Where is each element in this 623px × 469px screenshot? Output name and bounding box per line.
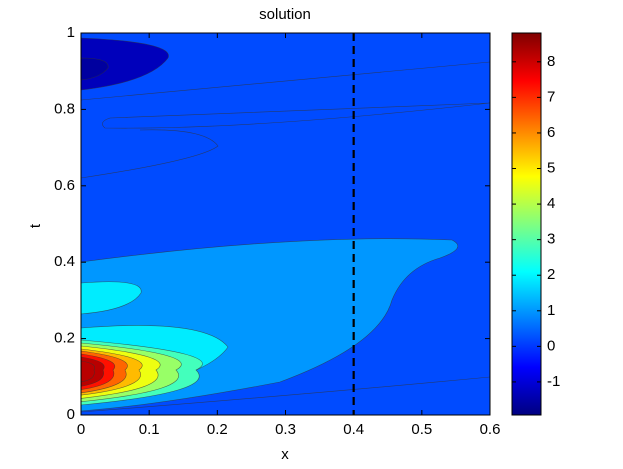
colorbar-tick-label: 7 — [547, 88, 555, 105]
y-tick-label: 0 — [67, 406, 75, 423]
contour-line — [81, 376, 490, 413]
x-tick-label: 0.4 — [343, 421, 364, 438]
contour-line — [102, 102, 490, 129]
y-tick-label: 0.2 — [54, 330, 75, 347]
y-tick-label: 0.8 — [54, 100, 75, 117]
y-tick-label: 0.6 — [54, 177, 75, 194]
x-tick-label: 0.5 — [411, 421, 432, 438]
colorbar-tick-label: 1 — [547, 302, 555, 319]
chart-title: solution — [259, 6, 311, 23]
contour-region — [81, 360, 95, 383]
contour-region — [81, 57, 109, 81]
contour-line — [81, 129, 219, 179]
y-tick-label: 0.4 — [54, 253, 75, 270]
contour-region — [81, 281, 142, 315]
colorbar-tick-label: -1 — [547, 373, 560, 390]
y-tick-label: 1 — [67, 24, 75, 41]
colorbar-tick-label: 3 — [547, 231, 555, 248]
x-tick-label: 0.1 — [139, 421, 160, 438]
x-tick-label: 0.3 — [275, 421, 296, 438]
contour-line — [81, 61, 490, 101]
y-axis-label: t — [27, 223, 44, 228]
contour-region — [81, 37, 169, 91]
x-tick-label: 0.6 — [480, 421, 501, 438]
plot-area — [81, 33, 490, 415]
x-tick-label: 0 — [77, 421, 85, 438]
colorbar — [511, 32, 542, 416]
colorbar-tick-label: 2 — [547, 266, 555, 283]
colorbar-tick-label: 4 — [547, 195, 555, 212]
colorbar-tick-label: 8 — [547, 53, 555, 70]
x-axis-label: x — [281, 446, 289, 463]
x-tick-label: 0.2 — [207, 421, 228, 438]
colorbar-tick-label: 6 — [547, 124, 555, 141]
colorbar-tick-label: 5 — [547, 159, 555, 176]
colorbar-tick-label: 0 — [547, 337, 555, 354]
